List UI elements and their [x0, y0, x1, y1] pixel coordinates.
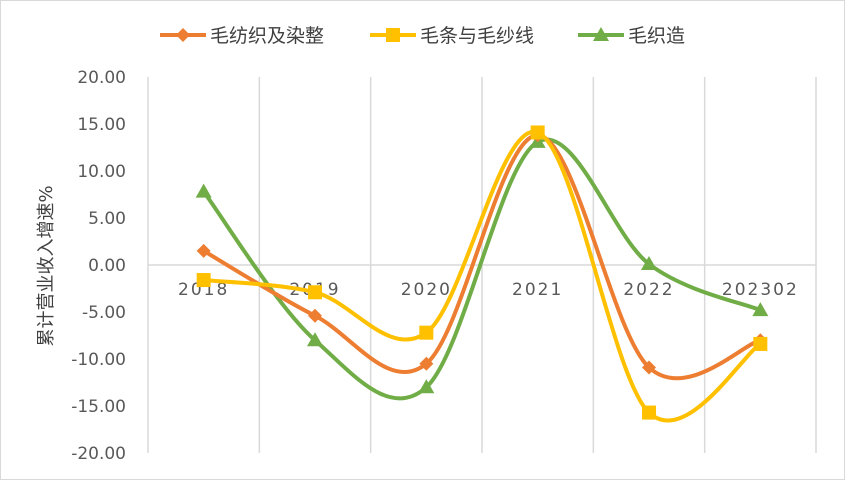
y-tick-label: -5.00: [82, 303, 126, 323]
x-tick-label: 2021: [512, 280, 563, 300]
legend-label-0: 毛纺织及染整: [210, 25, 324, 47]
x-tick-label: 2020: [401, 280, 452, 300]
series-lines: [195, 125, 769, 423]
data-point-1-5: [753, 336, 768, 351]
data-point-0-1: [308, 308, 322, 323]
legend-label-1: 毛条与毛纱线: [420, 25, 534, 47]
y-tick-label: 15.00: [77, 115, 126, 135]
x-tick-label: 2022: [623, 280, 674, 300]
y-tick-label: 10.00: [77, 162, 126, 182]
y-tick-label: 5.00: [88, 209, 126, 229]
data-point-2-2: [418, 379, 435, 394]
y-tick-label: 0.00: [88, 256, 126, 276]
legend-marker-2: [593, 27, 609, 41]
x-tick-label: 2018: [178, 280, 229, 300]
data-point-1-1: [308, 285, 322, 300]
data-point-2-4: [641, 256, 657, 271]
data-point-1-2: [419, 325, 434, 340]
y-axis-title: 累计营业收入增速%: [36, 185, 57, 346]
data-point-0-0: [196, 243, 211, 258]
data-point-0-2: [419, 356, 434, 371]
y-tick-label: -15.00: [71, 397, 126, 417]
data-point-0-4: [642, 360, 656, 375]
y-tick-label: -10.00: [71, 350, 126, 370]
legend-marker-1: [386, 28, 400, 42]
y-tick-label: 20.00: [77, 68, 126, 88]
data-point-1-0: [196, 273, 211, 288]
data-point-2-1: [307, 332, 323, 347]
data-point-2-5: [752, 302, 769, 317]
legend-marker-0: [176, 28, 190, 42]
legend-label-2: 毛织造: [628, 25, 685, 47]
y-tick-label: -20.00: [71, 444, 126, 464]
data-point-1-4: [642, 405, 656, 420]
data-point-1-3: [530, 125, 545, 140]
data-point-2-0: [195, 183, 212, 198]
legend: 毛纺织及染整 毛条与毛纱线 毛织造: [160, 25, 685, 47]
x-tick-label: 202302: [722, 280, 799, 300]
